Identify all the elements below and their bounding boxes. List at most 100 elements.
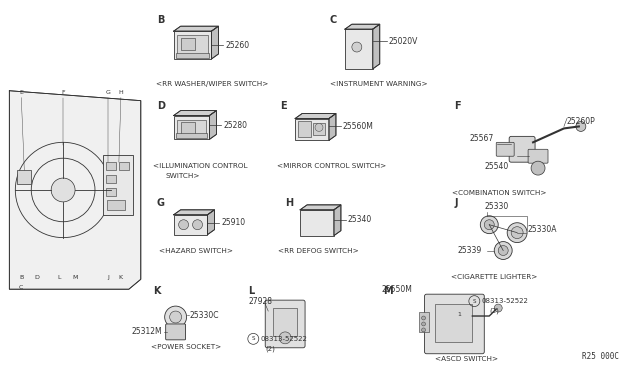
Text: <ASCD SWITCH>: <ASCD SWITCH> bbox=[435, 356, 498, 362]
Text: 25567: 25567 bbox=[470, 134, 494, 143]
Circle shape bbox=[352, 42, 362, 52]
Circle shape bbox=[498, 246, 508, 256]
FancyBboxPatch shape bbox=[107, 200, 125, 210]
Circle shape bbox=[422, 316, 426, 320]
Text: <POWER SOCKET>: <POWER SOCKET> bbox=[151, 344, 221, 350]
Text: <HAZARD SWITCH>: <HAZARD SWITCH> bbox=[159, 248, 233, 254]
Text: S: S bbox=[252, 336, 255, 341]
Text: 25260: 25260 bbox=[225, 41, 250, 49]
Text: 25280: 25280 bbox=[223, 121, 248, 130]
Ellipse shape bbox=[179, 220, 189, 230]
Circle shape bbox=[51, 178, 75, 202]
FancyBboxPatch shape bbox=[17, 170, 31, 184]
FancyBboxPatch shape bbox=[175, 53, 209, 58]
FancyBboxPatch shape bbox=[173, 215, 207, 235]
Circle shape bbox=[31, 158, 95, 222]
Text: R25 000C: R25 000C bbox=[582, 352, 619, 361]
FancyBboxPatch shape bbox=[313, 124, 325, 135]
Ellipse shape bbox=[193, 220, 202, 230]
FancyBboxPatch shape bbox=[177, 119, 207, 135]
Polygon shape bbox=[173, 210, 214, 215]
Text: 25340: 25340 bbox=[348, 215, 372, 224]
Text: 25560M: 25560M bbox=[343, 122, 374, 131]
Text: 1: 1 bbox=[458, 311, 461, 317]
Circle shape bbox=[279, 332, 291, 344]
Text: M: M bbox=[383, 286, 392, 296]
Polygon shape bbox=[295, 113, 336, 119]
Circle shape bbox=[315, 124, 323, 131]
Polygon shape bbox=[334, 205, 341, 235]
Text: B: B bbox=[19, 275, 24, 280]
Circle shape bbox=[422, 328, 426, 332]
Text: 25330A: 25330A bbox=[527, 225, 557, 234]
FancyBboxPatch shape bbox=[173, 31, 211, 59]
Text: S: S bbox=[472, 299, 476, 304]
FancyBboxPatch shape bbox=[173, 116, 209, 140]
FancyBboxPatch shape bbox=[106, 188, 116, 196]
Text: (2): (2) bbox=[265, 346, 275, 352]
FancyBboxPatch shape bbox=[295, 119, 329, 140]
Circle shape bbox=[494, 241, 512, 259]
Polygon shape bbox=[209, 110, 216, 140]
FancyBboxPatch shape bbox=[345, 29, 372, 69]
Text: 25339: 25339 bbox=[457, 246, 481, 255]
FancyBboxPatch shape bbox=[298, 122, 311, 137]
FancyBboxPatch shape bbox=[103, 155, 133, 215]
Text: K: K bbox=[153, 286, 160, 296]
Text: G: G bbox=[106, 90, 110, 95]
Circle shape bbox=[576, 122, 586, 131]
Text: 27928: 27928 bbox=[248, 297, 272, 306]
Text: D: D bbox=[35, 275, 40, 280]
FancyBboxPatch shape bbox=[435, 304, 472, 342]
Text: <MIRROR CONTROL SWITCH>: <MIRROR CONTROL SWITCH> bbox=[277, 163, 387, 169]
FancyBboxPatch shape bbox=[265, 300, 305, 348]
Text: C: C bbox=[19, 285, 24, 290]
Text: E: E bbox=[19, 90, 23, 95]
FancyBboxPatch shape bbox=[166, 324, 186, 340]
FancyBboxPatch shape bbox=[180, 38, 195, 50]
Circle shape bbox=[480, 216, 498, 234]
Text: SWITCH>: SWITCH> bbox=[166, 173, 200, 179]
Text: B: B bbox=[157, 15, 164, 25]
Text: 25330: 25330 bbox=[484, 202, 509, 211]
Text: 08313-52522: 08313-52522 bbox=[260, 336, 307, 342]
Text: E: E bbox=[280, 100, 287, 110]
Circle shape bbox=[531, 161, 545, 175]
Text: <COMBINATION SWITCH>: <COMBINATION SWITCH> bbox=[452, 190, 547, 196]
FancyBboxPatch shape bbox=[177, 35, 209, 55]
Text: 08313-52522: 08313-52522 bbox=[481, 298, 528, 304]
Circle shape bbox=[507, 223, 527, 243]
Text: <ILLUMINATION CONTROL: <ILLUMINATION CONTROL bbox=[153, 163, 247, 169]
FancyBboxPatch shape bbox=[419, 312, 429, 332]
Circle shape bbox=[164, 306, 187, 328]
FancyBboxPatch shape bbox=[509, 137, 535, 162]
Polygon shape bbox=[300, 205, 341, 210]
FancyBboxPatch shape bbox=[106, 162, 116, 170]
FancyBboxPatch shape bbox=[273, 308, 297, 336]
Text: 25020V: 25020V bbox=[388, 36, 418, 46]
Text: F: F bbox=[454, 100, 461, 110]
Circle shape bbox=[170, 311, 182, 323]
Text: C: C bbox=[330, 15, 337, 25]
Polygon shape bbox=[207, 210, 214, 235]
Text: <CIGARETTE LIGHTER>: <CIGARETTE LIGHTER> bbox=[451, 274, 538, 280]
FancyBboxPatch shape bbox=[119, 162, 129, 170]
Text: 25910: 25910 bbox=[221, 218, 246, 227]
Text: K: K bbox=[119, 275, 123, 280]
Circle shape bbox=[511, 227, 523, 238]
Text: <RR DEFOG SWITCH>: <RR DEFOG SWITCH> bbox=[278, 248, 359, 254]
Text: 25260P: 25260P bbox=[567, 116, 596, 125]
Polygon shape bbox=[211, 26, 218, 59]
Text: J: J bbox=[107, 275, 109, 280]
Polygon shape bbox=[173, 26, 218, 31]
Text: D: D bbox=[157, 100, 164, 110]
FancyBboxPatch shape bbox=[106, 175, 116, 183]
Text: H: H bbox=[285, 198, 293, 208]
FancyBboxPatch shape bbox=[175, 134, 207, 138]
Text: <RR WASHER/WIPER SWITCH>: <RR WASHER/WIPER SWITCH> bbox=[156, 81, 268, 87]
Text: 25330C: 25330C bbox=[189, 311, 219, 320]
Text: J: J bbox=[454, 198, 458, 208]
Text: 25312M: 25312M bbox=[131, 327, 162, 336]
Text: M: M bbox=[72, 275, 77, 280]
Text: L: L bbox=[248, 286, 255, 296]
